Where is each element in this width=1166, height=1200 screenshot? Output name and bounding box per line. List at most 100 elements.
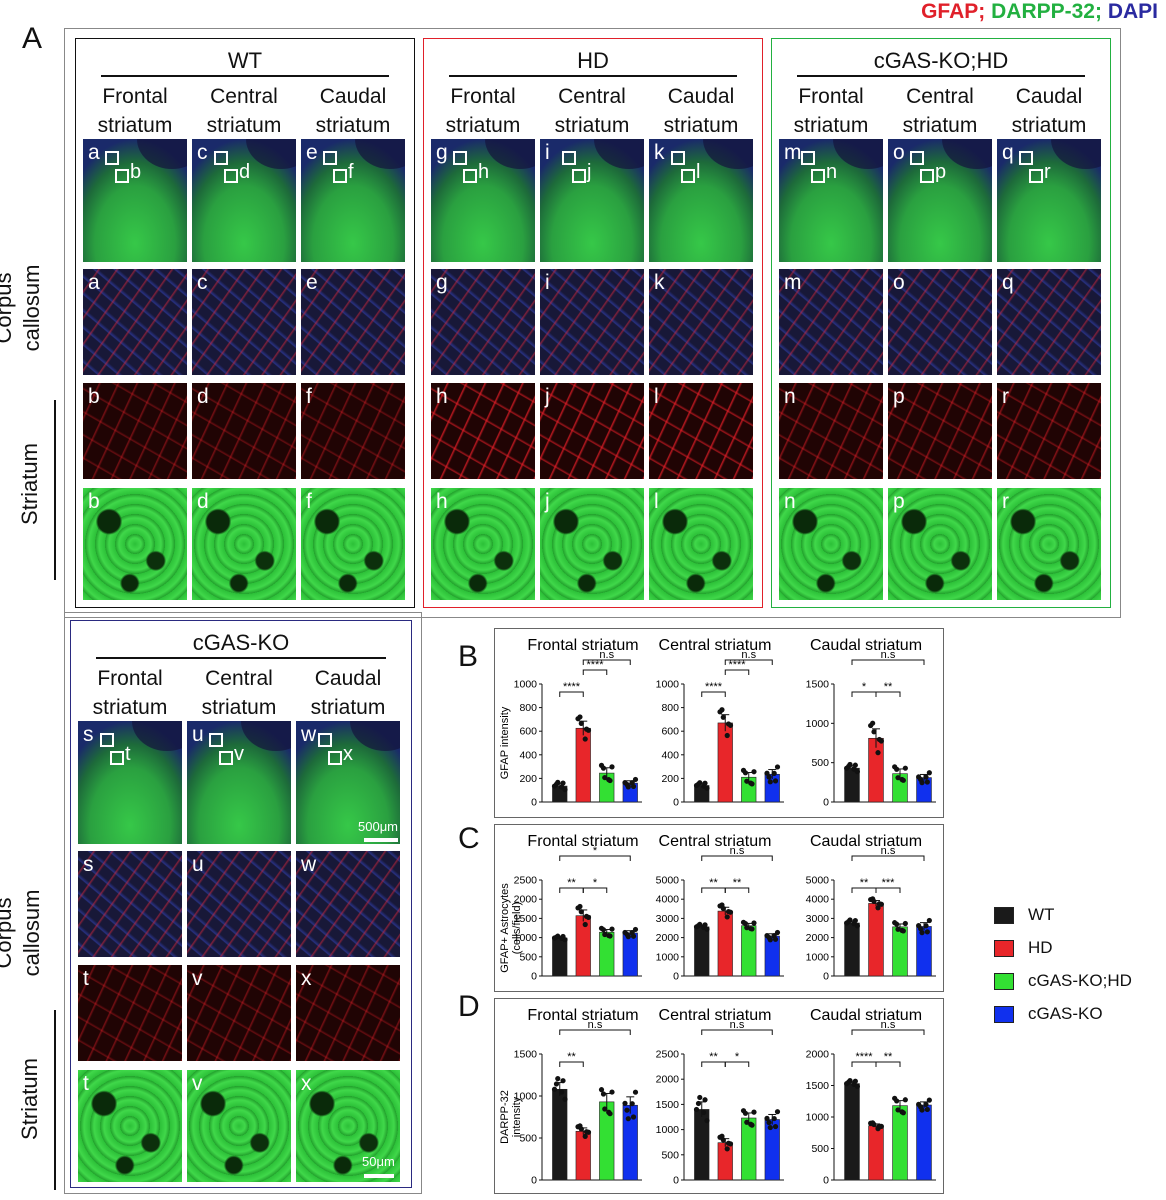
chart-c-3: Frontal striatum 0 500 1000 1500 2000 2500GFAP… bbox=[499, 833, 642, 983]
zoom-image-r2-cgas_hd-1: p bbox=[888, 383, 992, 479]
zoom-image-r1-hd-1: i bbox=[540, 269, 644, 375]
zoom-image-r3-cgas_ko-1: v bbox=[187, 1070, 291, 1182]
data-point bbox=[854, 923, 860, 929]
zoom-image-r3-cgas_hd-0: n bbox=[779, 488, 883, 600]
y-axis-label: (cells/field) bbox=[511, 902, 523, 955]
stain-darpp: DARPP-32; bbox=[991, 0, 1102, 23]
data-point bbox=[895, 1107, 901, 1113]
sig-label: * bbox=[593, 877, 598, 889]
data-point bbox=[772, 1123, 779, 1130]
overview-label-b: n bbox=[826, 161, 838, 183]
data-point bbox=[902, 765, 908, 771]
zoom-label: o bbox=[893, 271, 905, 294]
y-tick-label: 1500 bbox=[514, 1049, 538, 1061]
sig-label: n.s bbox=[881, 649, 896, 661]
zoom-image-r1-wt-1: c bbox=[192, 269, 296, 375]
zoom-label: x bbox=[301, 1072, 312, 1095]
y-tick-label: 3000 bbox=[806, 913, 830, 925]
data-point bbox=[871, 729, 877, 735]
sig-label: ** bbox=[733, 877, 742, 889]
roi-box-2 bbox=[463, 169, 477, 183]
sig-label: n.s bbox=[881, 845, 896, 857]
zoom-label: p bbox=[893, 385, 905, 408]
y-tick-label: 2000 bbox=[806, 1049, 830, 1061]
zoom-label: b bbox=[88, 385, 100, 408]
overview-label-a: c bbox=[197, 141, 208, 164]
data-point bbox=[742, 1110, 749, 1116]
data-point bbox=[751, 1109, 757, 1115]
data-point bbox=[876, 1123, 882, 1129]
legend-item: cGAS-KO bbox=[994, 1004, 1164, 1026]
zoom-label: k bbox=[654, 271, 665, 294]
data-point bbox=[697, 1094, 703, 1101]
group-title-hd: HD bbox=[577, 48, 609, 73]
data-point bbox=[749, 926, 755, 932]
zoom-image-r1-cgas_hd-0: m bbox=[779, 269, 883, 375]
y-axis-label: DARPP-32 bbox=[499, 1090, 511, 1144]
data-point bbox=[744, 925, 750, 931]
sig-label: * bbox=[593, 845, 598, 857]
zoom-image-r3-cgas_hd-1: p bbox=[888, 488, 992, 600]
chart-b-1: Central striatum 0 200 400 600 800 1000 **** ***… bbox=[656, 637, 784, 809]
data-point bbox=[870, 896, 876, 902]
y-tick-label: 1500 bbox=[806, 679, 830, 691]
sig-bracket bbox=[701, 855, 773, 861]
data-point bbox=[725, 908, 732, 915]
zoom-image-r3-hd-1: j bbox=[540, 488, 644, 600]
data-point bbox=[924, 929, 930, 935]
y-tick-label: 1500 bbox=[514, 913, 538, 925]
data-point bbox=[609, 926, 615, 932]
y-tick-label: 2500 bbox=[514, 875, 538, 887]
side-label-striatum-bottom: Striatum bbox=[17, 1058, 42, 1140]
zoom-image-r2-wt-2: f bbox=[301, 383, 405, 479]
group-rule-wt bbox=[101, 75, 389, 77]
data-point bbox=[629, 1101, 635, 1107]
y-tick-label: 1000 bbox=[806, 951, 830, 963]
data-point bbox=[926, 1097, 932, 1103]
data-point bbox=[559, 1089, 565, 1095]
bar-0 bbox=[844, 1083, 860, 1181]
col-head-hd-1: Central striatum bbox=[554, 85, 630, 137]
sig-label: ** bbox=[709, 1051, 718, 1063]
data-point bbox=[632, 776, 639, 783]
zoom-image-r3-wt-2: f bbox=[301, 488, 405, 600]
data-point bbox=[766, 934, 772, 941]
y-tick-label: 1000 bbox=[514, 1091, 538, 1103]
data-point bbox=[772, 778, 779, 784]
data-point bbox=[751, 920, 757, 926]
data-point bbox=[607, 933, 613, 939]
overview-label-a: w bbox=[301, 723, 317, 746]
data-point bbox=[600, 927, 607, 933]
data-point bbox=[630, 933, 637, 939]
data-point bbox=[555, 1076, 561, 1082]
data-point bbox=[894, 1098, 900, 1104]
group-frame-hd bbox=[423, 38, 763, 608]
stain-gfap: GFAP; bbox=[921, 0, 986, 23]
chart-c-4: Central striatum 0 1000 2000 3000 4000 5000 ** *… bbox=[656, 833, 784, 983]
data-point bbox=[553, 934, 560, 940]
y-tick-label: 1000 bbox=[806, 718, 830, 730]
roi-box-1 bbox=[801, 151, 815, 165]
legend-label: cGAS-KO;HD bbox=[1028, 971, 1132, 990]
group-frame-cgas_hd bbox=[771, 38, 1111, 608]
data-point bbox=[719, 707, 725, 713]
data-point bbox=[583, 913, 590, 920]
y-tick-label: 4000 bbox=[806, 894, 830, 906]
roi-box-2 bbox=[328, 751, 342, 765]
chart-title: Frontal striatum bbox=[527, 833, 638, 850]
panel-letter-a: A bbox=[22, 22, 43, 55]
data-point bbox=[598, 1087, 605, 1093]
zoom-label: r bbox=[1002, 385, 1009, 408]
data-point bbox=[766, 1119, 772, 1126]
data-point bbox=[725, 721, 732, 727]
roi-box-2 bbox=[920, 169, 934, 183]
data-point bbox=[923, 923, 929, 929]
bar-2 bbox=[892, 1105, 908, 1181]
roi-box-1 bbox=[671, 151, 685, 165]
bar-1 bbox=[575, 1130, 591, 1181]
data-point bbox=[764, 770, 770, 776]
